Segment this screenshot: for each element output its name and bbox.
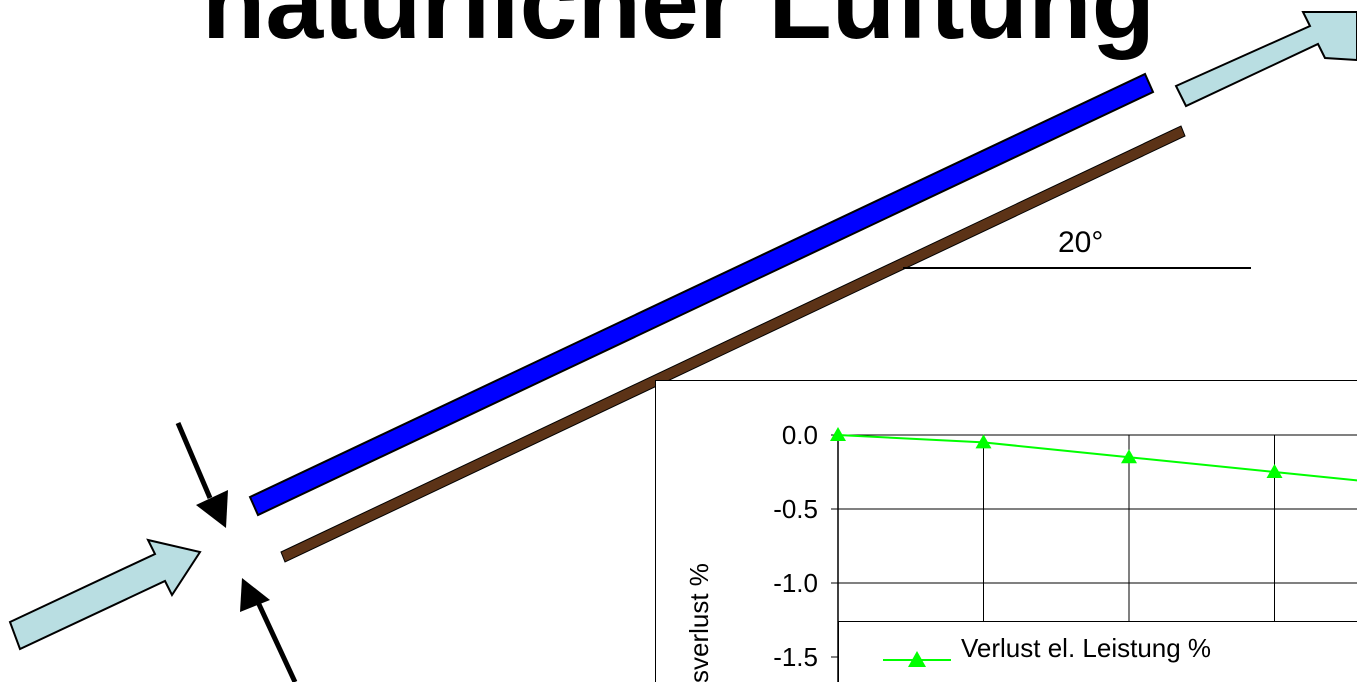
y-tick-label: -0.5 xyxy=(773,494,818,524)
y-tick-label: 0.0 xyxy=(782,420,818,450)
loss-chart-plot: 0.0 -0.5 -1.0 -1.5 sverlust % xyxy=(684,420,1357,682)
chart-legend: Verlust el. Leistung % xyxy=(838,621,1357,682)
outlet-air-arrow xyxy=(1174,11,1357,108)
data-point-marker xyxy=(1121,449,1137,464)
loss-chart: 0.0 -0.5 -1.0 -1.5 sverlust % Verlust el. L… xyxy=(655,380,1357,682)
absorber-strip xyxy=(280,125,1186,563)
gap-arrow-lower-head xyxy=(240,578,270,612)
data-point-marker xyxy=(1266,464,1283,478)
chart-series xyxy=(830,427,1357,482)
collector-cover-strip xyxy=(248,72,1155,517)
data-point-marker xyxy=(975,434,992,449)
series-line xyxy=(837,434,1357,482)
data-point-marker xyxy=(830,427,846,441)
legend-series-marker xyxy=(883,651,951,667)
inlet-air-arrow xyxy=(8,538,202,651)
page-title: natürlicher Luftung xyxy=(201,0,1156,61)
y-tick-label: -1.5 xyxy=(773,642,818,672)
gap-arrow-upper-head xyxy=(196,490,228,528)
legend-series-label: Verlust el. Leistung % xyxy=(961,633,1212,663)
gap-arrow-lower-shaft xyxy=(254,598,298,682)
chart-axes xyxy=(831,434,839,682)
y-axis-title: sverlust % xyxy=(684,563,714,682)
chart-y-ticks: 0.0 -0.5 -1.0 -1.5 xyxy=(773,420,818,672)
tilt-angle-label: 20° xyxy=(1058,226,1104,259)
y-tick-label: -1.0 xyxy=(773,568,818,598)
gap-arrow-upper-shaft xyxy=(175,422,213,499)
